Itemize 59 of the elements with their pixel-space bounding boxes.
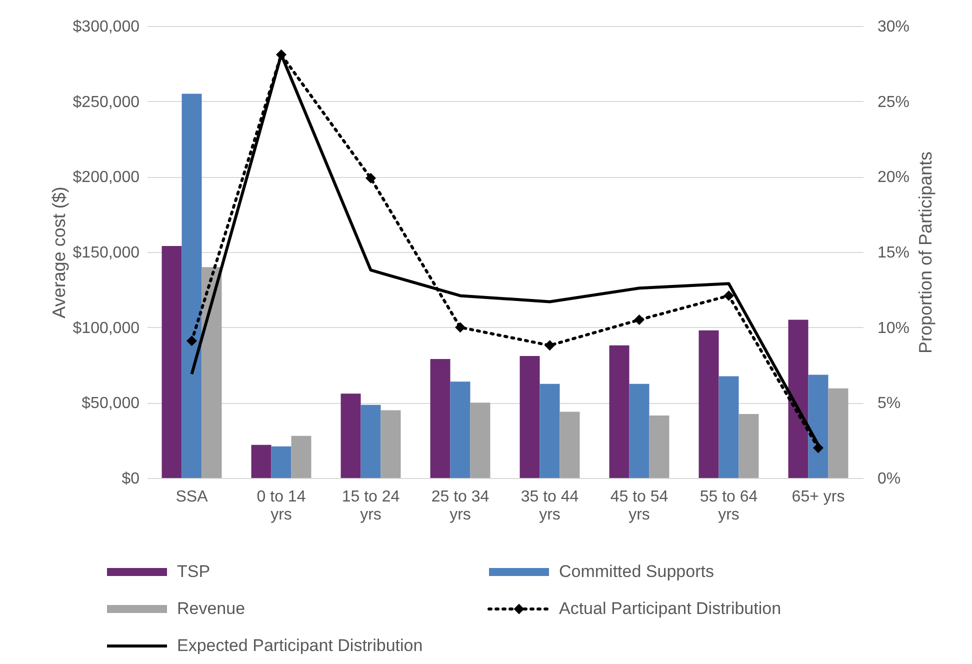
y-tick-label: $0: [122, 470, 140, 488]
legend-label: TSP: [177, 562, 210, 581]
point: [544, 340, 555, 351]
point: [724, 290, 734, 301]
y2-tick-label: 0%: [878, 470, 901, 488]
y2-axis-title: Proportion of Participants: [916, 151, 936, 354]
bar: [450, 382, 470, 478]
y-tick-label: $250,000: [72, 94, 140, 111]
x-tick-label: 45 to 54 yrs: [610, 488, 668, 524]
bar: [718, 376, 739, 478]
y2-tick-label: 10%: [878, 320, 910, 337]
y2-tick-label: 30%: [878, 18, 910, 36]
bar: [202, 267, 222, 478]
x-tick-label: 25 to 34 yrs: [431, 488, 490, 524]
bar: [560, 412, 580, 478]
bar: [380, 410, 401, 478]
bar: [738, 414, 759, 478]
point: [186, 336, 197, 346]
legend-label: Actual Participant Distribution: [559, 599, 782, 618]
point: [366, 172, 376, 184]
y-tick-label: $150,000: [72, 244, 140, 262]
y2-tick-label: 25%: [878, 94, 910, 111]
y2-tick-label: 5%: [878, 395, 901, 412]
point: [634, 314, 644, 326]
x-tick-label: 55 to 64 yrs: [700, 488, 758, 524]
y-tick-label: $50,000: [82, 395, 140, 412]
bar: [629, 384, 650, 478]
legend-label: Revenue: [177, 599, 246, 618]
bar: [251, 444, 272, 478]
y-tick-label: $200,000: [72, 169, 140, 186]
bar: [340, 394, 361, 478]
bar: [291, 436, 312, 478]
x-tick-label: 15 to 24 yrs: [342, 488, 400, 524]
bar: [828, 388, 848, 478]
x-tick-label: SSA: [176, 488, 208, 506]
bar: [788, 320, 808, 478]
y2-tick-label: 20%: [878, 169, 910, 186]
bar: [271, 446, 292, 478]
x-tick-label: 0 to 14 yrs: [256, 488, 306, 524]
bar: [649, 415, 670, 478]
bar: [520, 356, 540, 478]
x-tick-label: 35 to 44 yrs: [520, 488, 579, 524]
bar: [540, 384, 560, 478]
x-tick-label: 65+ yrs: [792, 488, 845, 506]
y2-tick-label: 15%: [878, 244, 910, 262]
bar: [162, 246, 182, 478]
bar: [182, 94, 202, 478]
point: [455, 322, 466, 333]
bar: [430, 358, 450, 478]
y-tick-label: $100,000: [72, 320, 140, 337]
y-axis-title: Average cost ($): [48, 186, 69, 318]
bar: [360, 404, 381, 478]
point: [813, 442, 824, 454]
bar: [808, 374, 828, 478]
bar: [609, 345, 630, 478]
bar: [698, 330, 719, 478]
bar: [470, 402, 490, 478]
y-tick-label: $300,000: [72, 18, 140, 36]
legend-label: Committed Supports: [559, 562, 714, 581]
